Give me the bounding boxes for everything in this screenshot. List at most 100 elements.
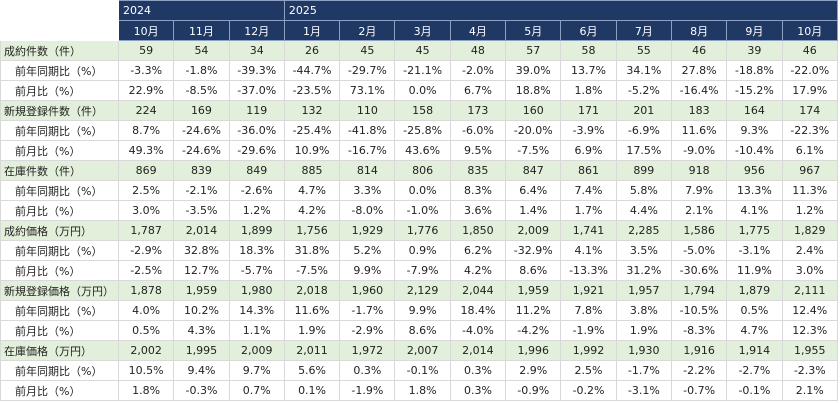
cell-value: 1.4% xyxy=(505,200,562,221)
cell-value: -20.0% xyxy=(505,120,562,141)
cell-value: 2,285 xyxy=(615,220,672,241)
cell-value: 6.1% xyxy=(781,140,839,161)
cell-value: -41.8% xyxy=(339,120,396,141)
cell-value: 849 xyxy=(228,160,285,181)
cell-value: -4.0% xyxy=(449,320,507,341)
cell-value: 1,775 xyxy=(726,220,783,241)
row-label: 前年同期比（%） xyxy=(0,180,119,201)
cell-value: 48 xyxy=(449,40,507,61)
cell-value: 1,929 xyxy=(339,220,396,241)
cell-value: 806 xyxy=(394,160,451,181)
cell-value: -21.1% xyxy=(394,60,451,81)
row-label: 前月比（%） xyxy=(0,320,119,341)
cell-value: 7.4% xyxy=(560,180,617,201)
cell-value: 11.9% xyxy=(726,260,783,281)
year-row: 2024 2025 xyxy=(0,0,839,21)
change-row: 前月比（%） 1.8% -0.3% 0.7% 0.1% -1.9% 1.8% 0.3% -0.9… xyxy=(0,380,839,401)
cell-value: 0.3% xyxy=(449,360,507,381)
cell-value: 2,129 xyxy=(394,280,451,301)
row-label: 前年同期比（%） xyxy=(0,300,119,321)
corner-cell xyxy=(0,0,119,21)
cell-value: 1.8% xyxy=(560,80,617,101)
month-row: 10月 11月 12月 1月 2月 3月 4月 5月 6月 7月 8月 9月 10月 xyxy=(0,20,839,41)
row-label: 前月比（%） xyxy=(0,260,119,281)
cell-value: 13.7% xyxy=(560,60,617,81)
cell-value: 49.3% xyxy=(117,140,175,161)
cell-value: 2,002 xyxy=(117,340,175,361)
cell-value: 59 xyxy=(117,40,175,61)
table-body: 成約件数（件） 59 54 34 26 45 45 48 57 58 55 46 39 46 前年同期比（%… xyxy=(0,40,839,401)
cell-value: -44.7% xyxy=(283,60,341,81)
cell-value: -0.1% xyxy=(394,360,451,381)
metric-row: 成約件数（件） 59 54 34 26 45 45 48 57 58 55 46 39 46 xyxy=(0,40,839,61)
cell-value: 4.0% xyxy=(117,300,175,321)
change-row: 前年同期比（%） 4.0% 10.2% 14.3% 11.6% -1.7% 9.9% 18.4… xyxy=(0,300,839,321)
cell-value: 18.8% xyxy=(505,80,562,101)
row-label: 前月比（%） xyxy=(0,140,119,161)
cell-value: 1,996 xyxy=(505,340,562,361)
cell-value: 1,756 xyxy=(283,220,341,241)
cell-value: 2,009 xyxy=(228,340,285,361)
cell-value: 164 xyxy=(726,100,783,121)
cell-value: -3.9% xyxy=(560,120,617,141)
cell-value: 160 xyxy=(505,100,562,121)
cell-value: -18.8% xyxy=(726,60,783,81)
cell-value: -22.0% xyxy=(781,60,839,81)
cell-value: 26 xyxy=(283,40,341,61)
cell-value: 2,009 xyxy=(505,220,562,241)
cell-value: 32.8% xyxy=(173,240,230,261)
row-label: 前月比（%） xyxy=(0,80,119,101)
cell-value: -7.5% xyxy=(505,140,562,161)
cell-value: 1,899 xyxy=(228,220,285,241)
cell-value: -24.6% xyxy=(173,140,230,161)
cell-value: -4.2% xyxy=(505,320,562,341)
cell-value: 1,960 xyxy=(339,280,396,301)
metric-row: 在庫件数（件） 869 839 849 885 814 806 835 847 861 899 918… xyxy=(0,160,839,181)
cell-value: 18.3% xyxy=(228,240,285,261)
cell-value: 2.1% xyxy=(781,380,839,401)
cell-value: 1,992 xyxy=(560,340,617,361)
cell-value: 5.8% xyxy=(615,180,672,201)
cell-value: -2.6% xyxy=(228,180,285,201)
cell-value: 1,878 xyxy=(117,280,175,301)
cell-value: -0.9% xyxy=(505,380,562,401)
change-row: 前年同期比（%） 8.7% -24.6% -36.0% -25.4% -41.8% -25.… xyxy=(0,120,839,141)
cell-value: 4.2% xyxy=(449,260,507,281)
cell-value: 6.9% xyxy=(560,140,617,161)
cell-value: 839 xyxy=(173,160,230,181)
cell-value: 1,995 xyxy=(173,340,230,361)
cell-value: -24.6% xyxy=(173,120,230,141)
change-row: 前年同期比（%） 2.5% -2.1% -2.6% 4.7% 3.3% 0.0% 8.3% 6.… xyxy=(0,180,839,201)
cell-value: 9.5% xyxy=(449,140,507,161)
cell-value: -36.0% xyxy=(228,120,285,141)
cell-value: -29.7% xyxy=(339,60,396,81)
row-label: 前月比（%） xyxy=(0,200,119,221)
cell-value: 73.1% xyxy=(339,80,396,101)
cell-value: 1.1% xyxy=(228,320,285,341)
cell-value: 1,972 xyxy=(339,340,396,361)
cell-value: 54 xyxy=(173,40,230,61)
table-header: 2024 2025 10月 11月 12月 1月 2月 3月 4月 5月 6月 7月 8月 9月 10月 xyxy=(0,0,839,41)
cell-value: 1,850 xyxy=(449,220,507,241)
month-header: 12月 xyxy=(228,20,285,41)
cell-value: 11.2% xyxy=(505,300,562,321)
cell-value: 2,014 xyxy=(173,220,230,241)
cell-value: 34.1% xyxy=(615,60,672,81)
cell-value: 43.6% xyxy=(394,140,451,161)
cell-value: 14.3% xyxy=(228,300,285,321)
cell-value: 13.3% xyxy=(726,180,783,201)
cell-value: -25.8% xyxy=(394,120,451,141)
cell-value: 1,930 xyxy=(615,340,672,361)
cell-value: -2.1% xyxy=(173,180,230,201)
cell-value: 17.5% xyxy=(615,140,672,161)
cell-value: 861 xyxy=(560,160,617,181)
cell-value: 2.5% xyxy=(117,180,175,201)
month-header: 5月 xyxy=(505,20,562,41)
cell-value: 55 xyxy=(615,40,672,61)
cell-value: 34 xyxy=(228,40,285,61)
change-row: 前年同期比（%） -2.9% 32.8% 18.3% 31.8% 5.2% 0.9% 6.2%… xyxy=(0,240,839,261)
cell-value: 2.1% xyxy=(670,200,728,221)
cell-value: 4.3% xyxy=(173,320,230,341)
cell-value: -7.9% xyxy=(394,260,451,281)
